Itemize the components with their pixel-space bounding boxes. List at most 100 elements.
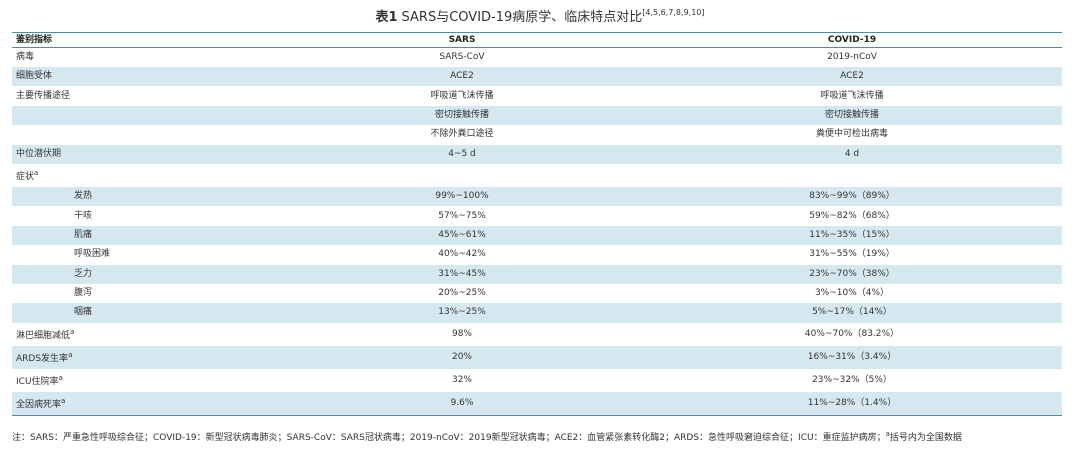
sars-value: 呼吸道飞沫传播 [430, 90, 494, 101]
table-row: 淋巴细胞减低a 98% 40%~70%（83.2%） [12, 323, 1062, 346]
table-row: 细胞受体 ACE2 ACE2 [12, 67, 1062, 87]
sars-value: 31%~45% [282, 264, 642, 284]
covid-value: 40%~70%（83.2%） [804, 328, 900, 339]
row-indicator-label: 咽痛 [74, 307, 93, 318]
row-indicator: 干咳 [12, 206, 282, 225]
table-row: 密切接触传播 密切接触传播 [12, 105, 1062, 126]
table-row: 全因病死率a 9.6% 11%~28%（1.4%） [12, 391, 1062, 416]
table-footnote: 注：SARS：严重急性呼吸综合征；COVID-19：新型冠状病毒肺炎；SARS-… [12, 430, 1068, 443]
sars-value: SARS-CoV [439, 52, 485, 62]
row-indicator: 细胞受体 [12, 67, 282, 87]
row-indicator-label: 细胞受体 [16, 71, 53, 82]
sars-value: 45%~61% [282, 225, 642, 246]
covid-value: 11%~28%（1.4%） [642, 391, 1062, 416]
row-indicator: 咽痛 [12, 303, 282, 323]
row-indicator-label: 全因病死率 [16, 399, 62, 410]
covid-value: 呼吸道飞沫传播 [820, 90, 884, 101]
table-row: ARDS发生率a 20% 16%~31%（3.4%） [12, 345, 1062, 369]
table-row: 不除外粪口途径 粪便中可检出病毒 [12, 125, 1062, 144]
sars-value: 4~5 d [282, 144, 642, 164]
sars-value: 20%~25% [438, 288, 486, 299]
table-row: 干咳 57%~75% 59%~82%（68%） [12, 206, 1062, 225]
footnote-marker: a [885, 430, 890, 438]
footnote-marker: a [70, 327, 75, 336]
row-indicator-label: 干咳 [74, 210, 93, 221]
table-row: ICU住院率a 32% 23%~32%（5%） [12, 369, 1062, 392]
footnote-marker: a [58, 373, 63, 382]
sars-value [282, 164, 642, 187]
row-indicator: 乏力 [12, 264, 282, 284]
row-indicator-label: 病毒 [16, 52, 35, 62]
sars-value: 32% [451, 374, 472, 385]
header-covid: COVID-19 [642, 32, 1062, 48]
table-row: 症状a [12, 164, 1062, 187]
row-indicator: 症状a [12, 164, 282, 187]
row-indicator: 中位潜伏期 [12, 144, 282, 164]
covid-value: 59%~82%（68%） [809, 210, 895, 221]
row-indicator: 发热 [12, 186, 282, 207]
footnote-text: 注：SARS：严重急性呼吸综合征；COVID-19：新型冠状病毒肺炎；SARS-… [12, 433, 886, 443]
footnote-marker: a [68, 350, 73, 359]
row-indicator-label: 症状 [16, 171, 35, 182]
row-indicator: 腹泻 [12, 284, 282, 303]
covid-value: 83%~99%（89%） [642, 186, 1062, 207]
sars-value: 20% [282, 345, 642, 369]
row-indicator: 肌痛 [12, 225, 282, 246]
table-title: SARS与COVID-19病原学、临床特点对比 [401, 10, 643, 25]
row-indicator-label: 腹泻 [74, 288, 93, 299]
row-indicator-label: 主要传播途径 [16, 90, 71, 101]
row-indicator: 淋巴细胞减低a [12, 323, 282, 346]
comparison-table: 鉴别指标 SARS COVID-19 病毒 SARS-CoV 2019-nCoV 细胞… [12, 32, 1062, 416]
row-indicator-label: 中位潜伏期 [16, 148, 62, 159]
covid-value: 2019-nCoV [827, 52, 877, 62]
covid-value: 4 d [642, 144, 1062, 164]
covid-value: 16%~31%（3.4%） [642, 345, 1062, 369]
row-indicator: ICU住院率a [12, 369, 282, 392]
row-indicator [12, 125, 282, 144]
table-row: 主要传播途径 呼吸道飞沫传播 呼吸道飞沫传播 [12, 86, 1062, 105]
header-row: 鉴别指标 SARS COVID-19 [12, 32, 1062, 48]
row-indicator-label: 肌痛 [74, 229, 93, 240]
table-row: 腹泻 20%~25% 3%~10%（4%） [12, 284, 1062, 303]
header-indicator: 鉴别指标 [12, 32, 282, 48]
row-indicator: 病毒 [12, 48, 282, 68]
covid-value: ACE2 [642, 67, 1062, 87]
covid-value: 密切接触传播 [642, 105, 1062, 126]
table-refs[interactable]: [4,5,6,7,8,9,10] [642, 8, 705, 17]
covid-value: 23%~70%（38%） [642, 264, 1062, 284]
covid-value: 11%~35%（15%） [642, 225, 1062, 246]
covid-value [642, 164, 1062, 187]
covid-value: 3%~10%（4%） [814, 288, 890, 299]
table-row: 肌痛 45%~61% 11%~35%（15%） [12, 225, 1062, 246]
sars-value: 57%~75% [438, 210, 486, 221]
sars-value: 13%~25% [282, 303, 642, 323]
row-indicator-label: 呼吸困难 [74, 249, 111, 260]
footnote-tail: 括号内为全国数据 [889, 433, 962, 443]
footnote-marker: a [61, 396, 66, 405]
sars-value: 98% [451, 328, 472, 339]
row-indicator: 呼吸困难 [12, 245, 282, 264]
covid-value: 31%~55%（19%） [809, 249, 895, 260]
row-indicator-label: 乏力 [74, 268, 93, 279]
row-indicator: 主要传播途径 [12, 86, 282, 105]
sars-value: 密切接触传播 [282, 105, 642, 126]
sars-value: 40%~42% [438, 249, 486, 260]
sars-value: 9.6% [282, 391, 642, 416]
table-body: 病毒 SARS-CoV 2019-nCoV 细胞受体 ACE2 ACE2 主要传播途径 呼吸道… [12, 48, 1062, 416]
covid-value: 23%~32%（5%） [812, 374, 892, 385]
footnote-marker: a [34, 168, 39, 177]
table-row: 乏力 31%~45% 23%~70%（38%） [12, 264, 1062, 284]
table-caption: 表1 SARS与COVID-19病原学、临床特点对比[4,5,6,7,8,9,10… [0, 6, 1080, 25]
row-indicator-label: 淋巴细胞减低 [16, 330, 71, 341]
header-sars: SARS [282, 32, 642, 48]
covid-value: 5%~17%（14%） [642, 303, 1062, 323]
row-indicator: 全因病死率a [12, 391, 282, 416]
row-indicator-label: ARDS发生率 [16, 353, 69, 364]
table-row: 呼吸困难 40%~42% 31%~55%（19%） [12, 245, 1062, 264]
table-row: 咽痛 13%~25% 5%~17%（14%） [12, 303, 1062, 323]
table-row: 病毒 SARS-CoV 2019-nCoV [12, 48, 1062, 68]
table-row: 发热 99%~100% 83%~99%（89%） [12, 186, 1062, 207]
covid-value: 粪便中可检出病毒 [815, 129, 888, 140]
table-label: 表1 [375, 10, 398, 25]
